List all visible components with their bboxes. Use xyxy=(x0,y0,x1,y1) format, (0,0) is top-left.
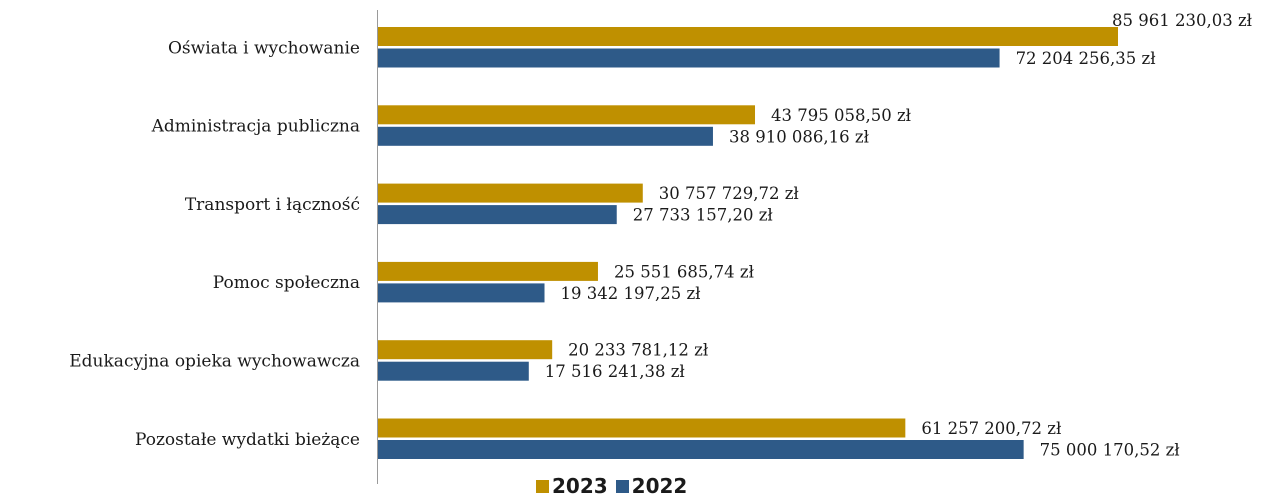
value-label-2023: 85 961 230,03 zł xyxy=(1112,11,1253,30)
category-label: Administracja publiczna xyxy=(151,117,360,137)
category-label: Pomoc społeczna xyxy=(213,273,360,293)
bar-2023 xyxy=(378,183,643,203)
legend-label-2022: 2022 xyxy=(631,474,688,498)
category-label: Oświata i wychowanie xyxy=(168,38,360,58)
legend-item-2022: 2022 xyxy=(615,474,688,498)
value-label-2023: 20 233 781,12 zł xyxy=(568,341,709,360)
value-label-2022: 27 733 157,20 zł xyxy=(633,206,774,225)
category-label: Pozostałe wydatki bieżące xyxy=(135,430,360,450)
value-label-2023: 25 551 685,74 zł xyxy=(614,262,755,281)
bar-2023 xyxy=(378,261,598,281)
value-label-2022: 72 204 256,35 zł xyxy=(1016,49,1157,68)
bar-2022 xyxy=(378,361,529,381)
category-label: Transport i łączność xyxy=(185,195,360,215)
bar-2023 xyxy=(378,340,553,360)
bar-2022 xyxy=(378,440,1024,459)
value-label-2022: 17 516 241,38 zł xyxy=(545,362,686,381)
bar-2023 xyxy=(378,105,756,125)
category-label: Edukacyjna opieka wychowawcza xyxy=(69,351,360,371)
bar-2023 xyxy=(378,27,1118,46)
bar-2022 xyxy=(378,126,713,146)
legend-label-2023: 2023 xyxy=(552,474,608,498)
value-label-2023: 61 257 200,72 zł xyxy=(921,419,1062,438)
legend-item-2023: 2023 xyxy=(536,474,608,498)
legend: 2023 2022 xyxy=(536,474,695,498)
legend-swatch-2023 xyxy=(536,479,549,493)
bar-2022 xyxy=(378,283,545,303)
bar-2022 xyxy=(378,205,617,225)
bar-2023 xyxy=(378,418,906,438)
value-label-2022: 19 342 197,25 zł xyxy=(561,284,702,303)
value-label-2022: 75 000 170,52 zł xyxy=(1040,441,1181,460)
bar-2022 xyxy=(378,48,1000,68)
value-label-2022: 38 910 086,16 zł xyxy=(729,127,870,146)
legend-swatch-2022 xyxy=(615,479,629,493)
value-label-2023: 43 795 058,50 zł xyxy=(771,106,912,125)
value-label-2023: 30 757 729,72 zł xyxy=(659,184,800,203)
